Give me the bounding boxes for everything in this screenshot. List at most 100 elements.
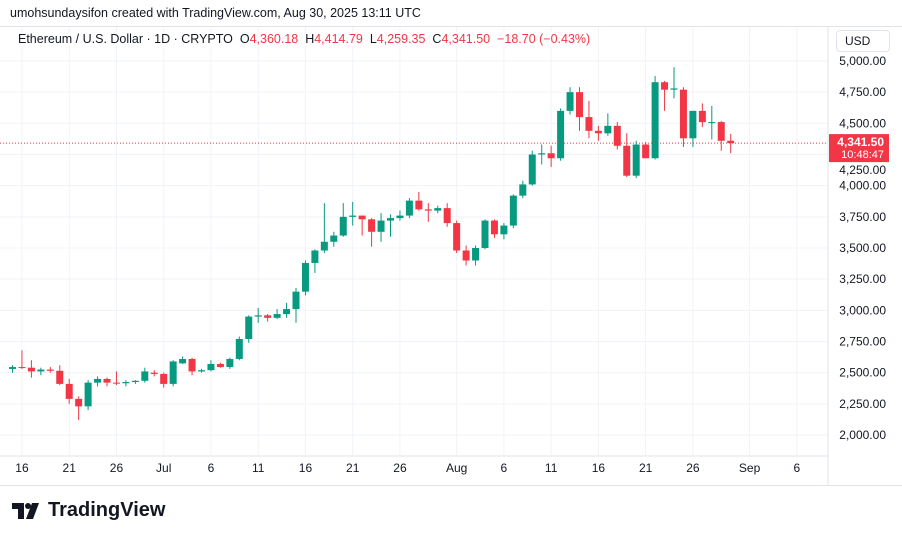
- candle: [547, 145, 555, 167]
- candle: [415, 191, 423, 211]
- candle-body: [415, 200, 423, 210]
- candle-body: [727, 140, 735, 144]
- candle: [500, 223, 508, 240]
- x-tick-label: Jul: [156, 461, 171, 475]
- candle-body: [462, 250, 470, 261]
- candle: [670, 67, 678, 99]
- candle-body: [311, 250, 319, 263]
- candle: [585, 100, 593, 139]
- candle-body: [708, 122, 716, 124]
- candle: [727, 133, 735, 154]
- candle: [613, 122, 621, 150]
- candle: [604, 113, 612, 136]
- candle-body: [18, 367, 26, 369]
- candle-body: [264, 315, 272, 318]
- candle: [594, 125, 602, 141]
- high-value: 4,414.79: [314, 32, 363, 46]
- symbol-legend: Ethereum / U.S. Dollar · 1D · CRYPTO O4,…: [16, 32, 593, 46]
- candle: [528, 150, 536, 186]
- x-tick-label: 26: [110, 461, 124, 475]
- candle: [264, 314, 272, 322]
- candle-body: [434, 208, 442, 211]
- candle-body: [27, 367, 35, 372]
- candle-body: [396, 215, 404, 219]
- currency-button[interactable]: USD: [836, 30, 890, 52]
- candle-body: [179, 358, 187, 364]
- candle: [301, 260, 309, 296]
- candle: [311, 249, 319, 273]
- y-tick-label: 3,500.00: [839, 241, 886, 255]
- x-tick-label: 11: [545, 461, 558, 475]
- candle: [112, 371, 120, 386]
- candle: [424, 203, 432, 222]
- x-tick-label: 6: [208, 461, 215, 475]
- candle-body: [670, 88, 678, 90]
- candle: [490, 219, 498, 239]
- x-tick-label: 21: [63, 461, 77, 475]
- candle: [56, 365, 64, 386]
- x-tick-label: 26: [393, 461, 407, 475]
- candle: [632, 140, 640, 179]
- candle: [368, 218, 376, 247]
- candle: [37, 367, 45, 376]
- candle-body: [585, 117, 593, 131]
- candle: [405, 198, 413, 219]
- candle-body: [547, 153, 555, 159]
- candle-body: [56, 370, 64, 384]
- candle: [207, 360, 215, 372]
- candle-body: [576, 92, 583, 118]
- candle-body: [292, 291, 300, 310]
- candle: [179, 356, 187, 364]
- chart-credit: umohsundaysifon created with TradingView…: [10, 6, 421, 20]
- x-tick-label: Aug: [446, 461, 467, 475]
- open-value: 4,360.18: [249, 32, 299, 46]
- candle: [377, 213, 385, 242]
- candle: [538, 144, 546, 165]
- candle-body: [538, 153, 546, 155]
- candle: [576, 87, 583, 131]
- candlestick-chart[interactable]: 2,000.00 2,250.00 2,500.00 2,750.00 3,000.00…: [0, 0, 902, 486]
- candle-body: [358, 215, 366, 220]
- candle-body: [254, 315, 262, 317]
- candle: [131, 380, 139, 384]
- candle-body: [642, 144, 650, 159]
- x-tick-label: 16: [592, 461, 606, 475]
- y-tick-label: 3,000.00: [839, 303, 886, 317]
- candle-body: [141, 371, 149, 381]
- candle: [198, 368, 205, 373]
- candle-body: [198, 370, 205, 372]
- candle: [46, 367, 54, 373]
- candle-body: [75, 398, 83, 407]
- y-tick-label: 5,000.00: [839, 54, 886, 68]
- candle-body: [283, 309, 291, 315]
- candle-body: [519, 184, 527, 196]
- low-value: 4,259.35: [376, 32, 426, 46]
- candle-body: [566, 92, 574, 111]
- candle: [18, 350, 26, 369]
- last-price-badge: [829, 134, 889, 163]
- candle: [651, 75, 659, 160]
- candle: [245, 315, 253, 343]
- y-tick-label: 3,250.00: [839, 272, 886, 286]
- candle-body: [84, 382, 92, 407]
- candle-body: [604, 125, 612, 134]
- candle: [216, 362, 224, 368]
- candle-body: [112, 382, 120, 384]
- candle-body: [131, 380, 139, 383]
- candle-body: [443, 208, 451, 224]
- chart-frame: [0, 26, 902, 486]
- candle: [75, 396, 83, 421]
- candle: [320, 203, 328, 253]
- candle-body: [453, 223, 461, 251]
- candle-body: [330, 235, 338, 242]
- candle-body: [405, 200, 413, 216]
- candle: [689, 110, 697, 148]
- candle: [103, 377, 111, 387]
- candle: [169, 360, 177, 387]
- candle: [254, 307, 262, 323]
- candle: [396, 210, 404, 221]
- candle-body: [301, 262, 309, 292]
- candle: [698, 103, 706, 128]
- x-tick-label: Sep: [739, 461, 761, 475]
- x-tick-label: 26: [686, 461, 700, 475]
